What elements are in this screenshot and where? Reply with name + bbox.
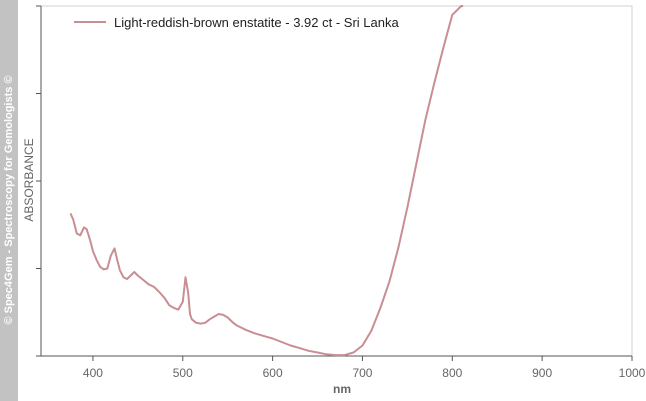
- x-axis-ticks: 400 500 600 700 800 900 1000: [83, 356, 646, 380]
- legend-label: Light-reddish-brown enstatite - 3.92 ct …: [114, 15, 399, 30]
- x-tick-label: 400: [83, 366, 103, 380]
- x-axis-title: nm: [333, 382, 351, 396]
- x-tick-label: 600: [263, 366, 283, 380]
- x-tick-label: 800: [442, 366, 462, 380]
- y-axis-ticks: [36, 5, 41, 357]
- x-tick-label: 700: [352, 366, 372, 380]
- watermark-band: © Spec4Gem - Spectroscopy for Gemologist…: [0, 0, 18, 401]
- y-axis-title: ABSORBANCE: [22, 138, 36, 221]
- legend: Light-reddish-brown enstatite - 3.92 ct …: [74, 15, 399, 30]
- plot-frame: [40, 5, 633, 357]
- axis-lines: [40, 6, 632, 357]
- series-line: [69, 5, 464, 357]
- x-tick-label: 500: [173, 366, 193, 380]
- x-tick-label: 900: [532, 366, 552, 380]
- x-tick-label: 1000: [619, 366, 646, 380]
